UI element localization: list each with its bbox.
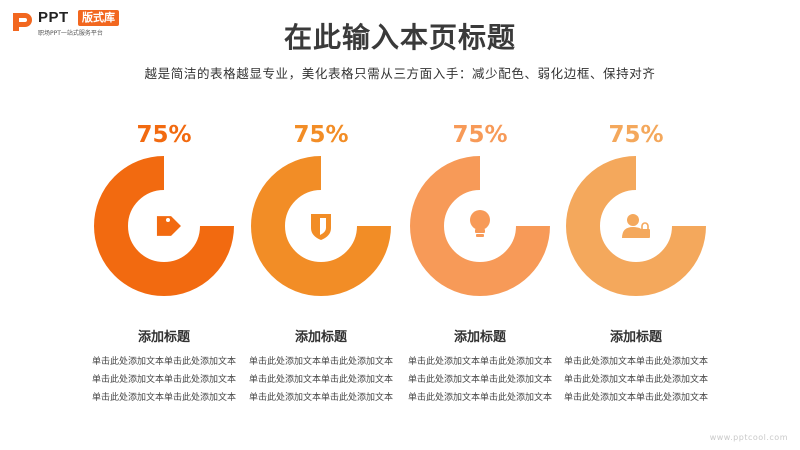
item-title: 添加标题 [137, 330, 190, 345]
item-title: 添加标题 [609, 330, 662, 345]
stat-card-3: 75% 添加标题 单击此处添加文本单击此处添加文本单击此处添加文本单击此处添加文… [405, 120, 555, 407]
percent-label: 75% [452, 122, 508, 148]
donut-arc [566, 156, 706, 296]
item-description: 单击此处添加文本单击此处添加文本单击此处添加文本单击此处添加文本单击此处添加文本… [91, 357, 236, 403]
stat-card-2: 75% 添加标题 单击此处添加文本单击此处添加文本单击此处添加文本单击此处添加文… [246, 120, 396, 407]
percent-label: 75% [293, 122, 349, 148]
lightbulb-icon [470, 210, 490, 237]
item-description: 单击此处添加文本单击此处添加文本单击此处添加文本单击此处添加文本单击此处添加文本… [407, 357, 552, 403]
donut-chart [251, 156, 391, 296]
tag-icon [156, 216, 181, 236]
page-title: 在此输入本页标题 [283, 21, 516, 54]
shield-icon [311, 214, 331, 240]
donut-chart [94, 156, 234, 296]
item-title: 添加标题 [453, 330, 506, 345]
item-description: 单击此处添加文本单击此处添加文本单击此处添加文本单击此处添加文本单击此处添加文本… [248, 357, 393, 403]
logo-mark-icon [13, 13, 32, 31]
logo-text: PPT [38, 9, 69, 26]
donut-arc [94, 156, 234, 296]
logo-tagline: 职场PPT一站式服务平台 [38, 30, 103, 37]
user-lock-icon [622, 214, 650, 238]
item-title: 添加标题 [294, 330, 347, 345]
donut-chart [566, 156, 706, 296]
logo-badge: 版式库 [78, 10, 119, 26]
donut-arc [410, 156, 550, 296]
page-subtitle: 越是简洁的表格越显专业，美化表格只需从三方面入手：减少配色、弱化边框、保持对齐 [144, 66, 656, 81]
donut-arc [251, 156, 391, 296]
percent-label: 75% [136, 122, 192, 148]
percent-label: 75% [608, 122, 664, 148]
watermark: www.pptcool.com [709, 433, 788, 442]
donut-chart [410, 156, 550, 296]
stat-card-1: 75% 添加标题 单击此处添加文本单击此处添加文本单击此处添加文本单击此处添加文… [89, 120, 239, 407]
logo: PPT 版式库 职场PPT一站式服务平台 [10, 8, 170, 38]
item-description: 单击此处添加文本单击此处添加文本单击此处添加文本单击此处添加文本单击此处添加文本… [563, 357, 708, 403]
stat-card-4: 75% 添加标题 单击此处添加文本单击此处添加文本单击此处添加文本单击此处添加文… [561, 120, 711, 407]
